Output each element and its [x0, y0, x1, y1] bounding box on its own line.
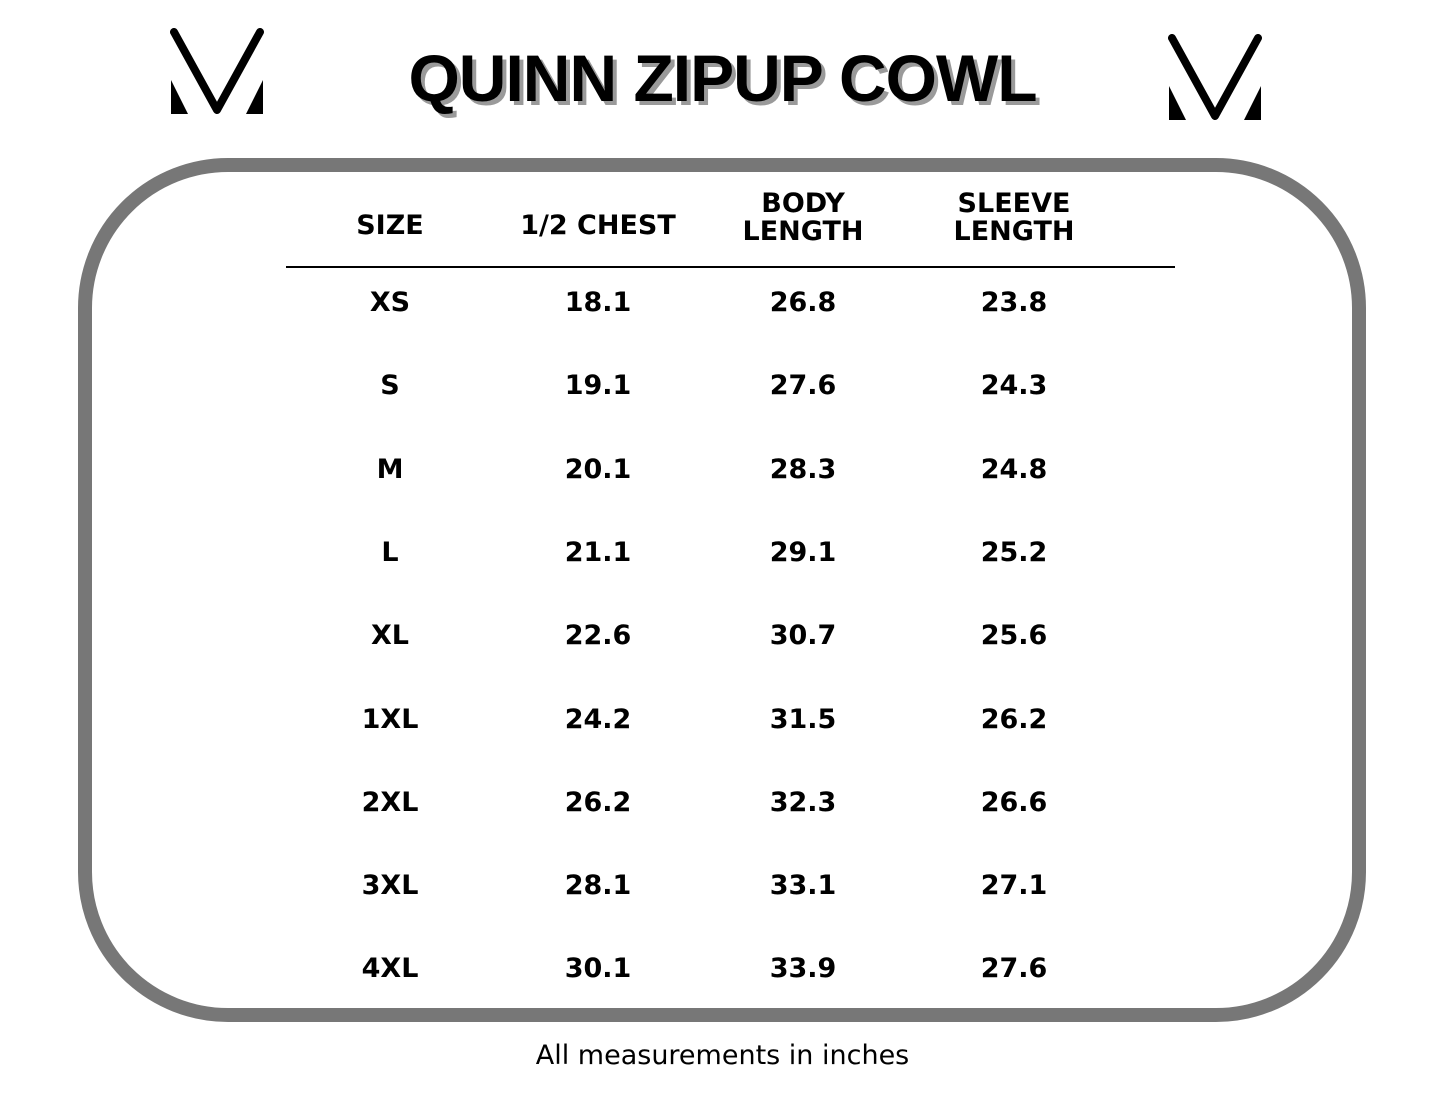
table-cell: 30.1	[564, 953, 632, 985]
table-cell: 29.1	[769, 536, 837, 568]
table-cell: 18.1	[564, 287, 632, 318]
table-cell: 3XL	[361, 870, 419, 902]
column-header-line: LENGTH	[953, 216, 1075, 247]
table-cell: M	[376, 453, 404, 485]
column-header: SLEEVE LENGTH	[894, 190, 1134, 246]
table-cell: 30.7	[769, 620, 837, 652]
column-header-line: SIZE	[356, 210, 424, 241]
table-cell: 26.2	[980, 703, 1048, 735]
table-cell: 19.1	[564, 370, 632, 402]
table-cell: 23.8	[980, 287, 1048, 318]
column-header: BODY LENGTH	[683, 190, 923, 246]
table-cell: 1XL	[361, 703, 419, 735]
table-cell: L	[381, 536, 399, 568]
table-cell: 21.1	[564, 536, 632, 568]
table-cell: 25.2	[980, 536, 1048, 568]
table-cell: 26.8	[769, 287, 837, 318]
table-cell: 28.3	[769, 453, 837, 485]
table-cell: XS	[369, 287, 411, 318]
table-cell: S	[380, 370, 400, 402]
table-cell: 22.6	[564, 620, 632, 652]
table-cell: 32.3	[769, 786, 837, 818]
column-header-line: BODY	[761, 188, 845, 219]
table-cell: 33.1	[769, 870, 837, 902]
table-cell: 20.1	[564, 453, 632, 485]
column-header-line: SLEEVE	[957, 188, 1071, 219]
column-header-line: 1/2 CHEST	[520, 210, 676, 241]
table-cell: 25.6	[980, 620, 1048, 652]
table-frame	[78, 158, 1366, 1022]
table-cell: 27.1	[980, 870, 1048, 902]
column-header-line: LENGTH	[742, 216, 864, 247]
table-cell: 24.2	[564, 703, 632, 735]
column-header: SIZE	[270, 212, 510, 240]
table-cell: 4XL	[361, 953, 419, 985]
table-cell: 24.8	[980, 453, 1048, 485]
page-title: QUINN ZIPUP COWL	[408, 41, 1037, 115]
table-cell: 31.5	[769, 703, 837, 735]
table-cell: 24.3	[980, 370, 1048, 402]
table-cell: 28.1	[564, 870, 632, 902]
footer-note: All measurements in inches	[535, 1040, 910, 1071]
column-header: 1/2 CHEST	[478, 212, 718, 240]
header-divider	[286, 266, 1175, 268]
table-cell: 33.9	[769, 953, 837, 985]
table-cell: 27.6	[769, 370, 837, 402]
brand-logo-icon	[1168, 34, 1262, 120]
brand-logo-icon	[170, 28, 264, 114]
table-cell: XL	[370, 620, 410, 652]
table-cell: 26.6	[980, 786, 1048, 818]
table-cell: 27.6	[980, 953, 1048, 985]
table-cell: 2XL	[361, 786, 419, 818]
table-cell: 26.2	[564, 786, 632, 818]
